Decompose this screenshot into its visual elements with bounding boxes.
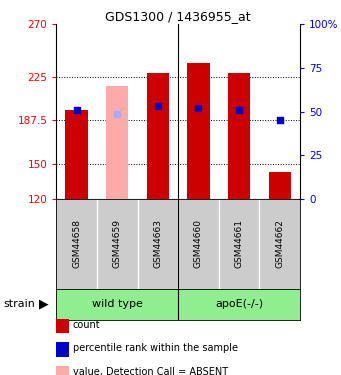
Text: GSM44658: GSM44658 bbox=[72, 219, 81, 268]
Point bbox=[196, 105, 201, 111]
Point bbox=[115, 111, 120, 117]
Title: GDS1300 / 1436955_at: GDS1300 / 1436955_at bbox=[105, 10, 251, 23]
Text: GSM44662: GSM44662 bbox=[275, 219, 284, 268]
Text: GSM44663: GSM44663 bbox=[153, 219, 162, 268]
Bar bbox=[269, 172, 291, 199]
Bar bbox=[187, 63, 210, 199]
Text: count: count bbox=[73, 320, 100, 330]
Text: strain: strain bbox=[3, 299, 35, 309]
Text: GSM44660: GSM44660 bbox=[194, 219, 203, 268]
Bar bbox=[228, 73, 250, 199]
Text: GSM44661: GSM44661 bbox=[235, 219, 243, 268]
Point bbox=[74, 107, 79, 113]
Text: apoE(-/-): apoE(-/-) bbox=[215, 299, 263, 309]
Point bbox=[155, 103, 161, 109]
Bar bbox=[106, 86, 129, 199]
Bar bbox=[147, 73, 169, 199]
Point bbox=[277, 117, 282, 123]
Text: percentile rank within the sample: percentile rank within the sample bbox=[73, 344, 238, 353]
Text: value, Detection Call = ABSENT: value, Detection Call = ABSENT bbox=[73, 367, 228, 375]
Text: GSM44659: GSM44659 bbox=[113, 219, 122, 268]
Bar bbox=[65, 110, 88, 199]
Text: ▶: ▶ bbox=[39, 298, 49, 310]
Text: wild type: wild type bbox=[92, 299, 143, 309]
Point bbox=[236, 107, 242, 113]
